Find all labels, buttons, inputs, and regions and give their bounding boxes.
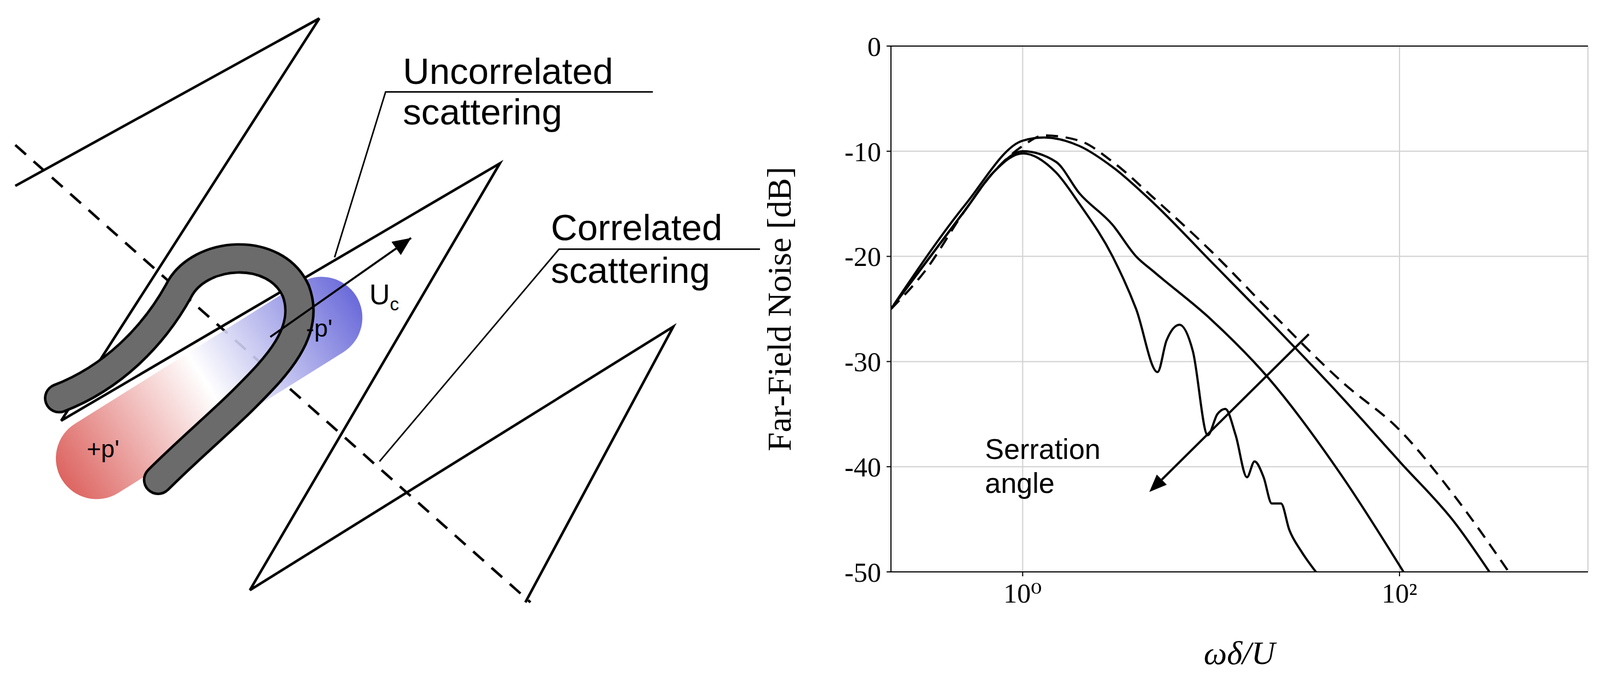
svg-text:ωδ/U: ωδ/U	[1203, 634, 1278, 671]
svg-text:-40: -40	[844, 451, 882, 483]
svg-text:10²: 10²	[1381, 577, 1418, 609]
svg-text:-p': -p'	[306, 314, 333, 342]
svg-text:-10: -10	[844, 136, 882, 168]
svg-text:Uc: Uc	[369, 278, 399, 314]
svg-text:10⁰: 10⁰	[1003, 577, 1042, 609]
svg-text:Serrationangle: Serrationangle	[984, 432, 1101, 499]
svg-text:-20: -20	[844, 241, 882, 272]
svg-text:Correlatedscattering: Correlatedscattering	[550, 206, 723, 291]
svg-text:-30: -30	[844, 346, 882, 377]
svg-text:Uncorrelatedscattering: Uncorrelatedscattering	[402, 50, 614, 133]
svg-text:Far-Field Noise [dB]: Far-Field Noise [dB]	[760, 166, 798, 451]
svg-text:+p': +p'	[86, 435, 119, 462]
svg-text:-50: -50	[844, 556, 882, 588]
svg-text:0: 0	[867, 31, 882, 62]
